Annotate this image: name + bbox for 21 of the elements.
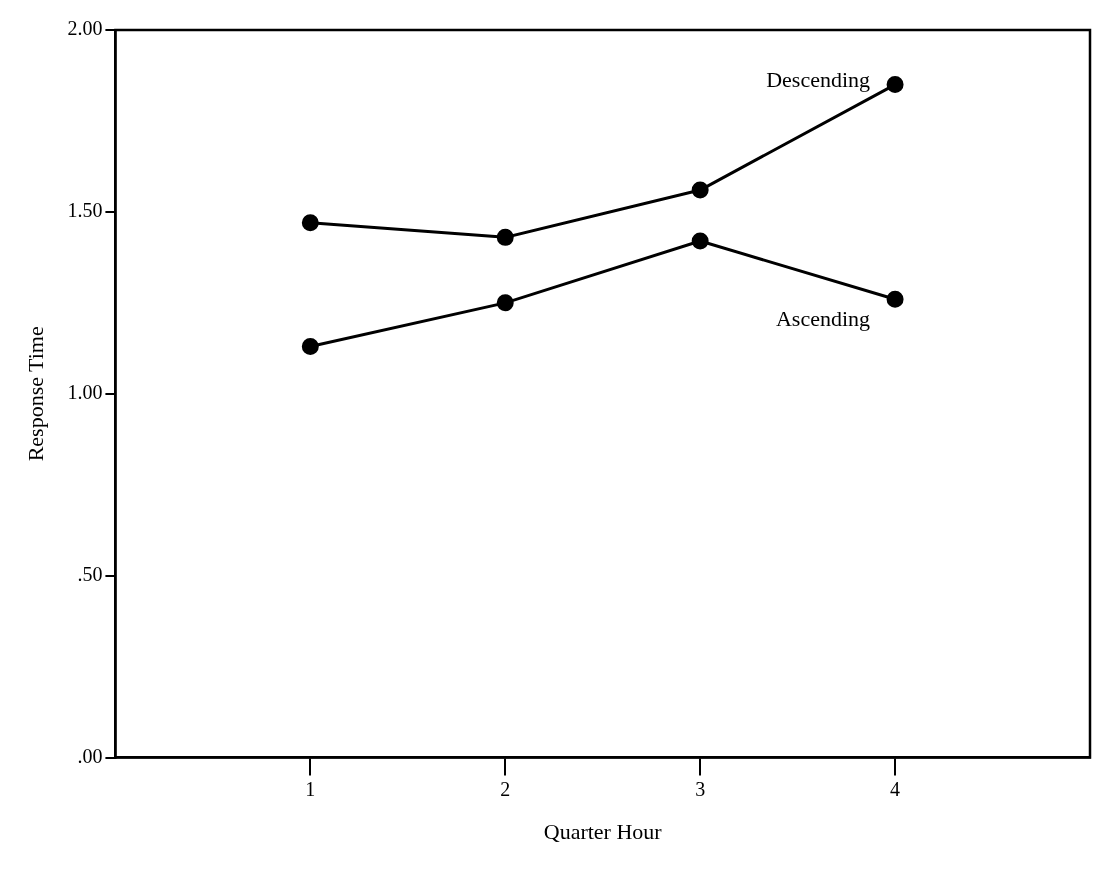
x-axis-title: Quarter Hour <box>543 818 663 844</box>
y-tick-label: 1.00 <box>67 381 103 404</box>
point <box>886 76 904 94</box>
series-label: Descending <box>766 67 871 93</box>
x-tick-label: 2 <box>500 777 511 800</box>
x-tick-label: 3 <box>695 777 706 800</box>
y-tick-label: 2.00 <box>67 17 103 40</box>
x-tick-label: 1 <box>305 777 316 800</box>
y-tick-label: 1.50 <box>67 199 103 222</box>
y-axis-title: Response Time <box>22 326 48 462</box>
y-tick-label: .50 <box>77 562 103 585</box>
series-label: Ascending <box>775 305 871 331</box>
y-tick-label: .00 <box>77 744 103 767</box>
point <box>886 290 904 308</box>
point <box>301 338 319 356</box>
point <box>691 181 709 199</box>
point <box>691 232 709 250</box>
point <box>496 294 514 312</box>
point <box>301 214 319 232</box>
x-tick-label: 4 <box>890 777 901 800</box>
point <box>496 228 514 246</box>
